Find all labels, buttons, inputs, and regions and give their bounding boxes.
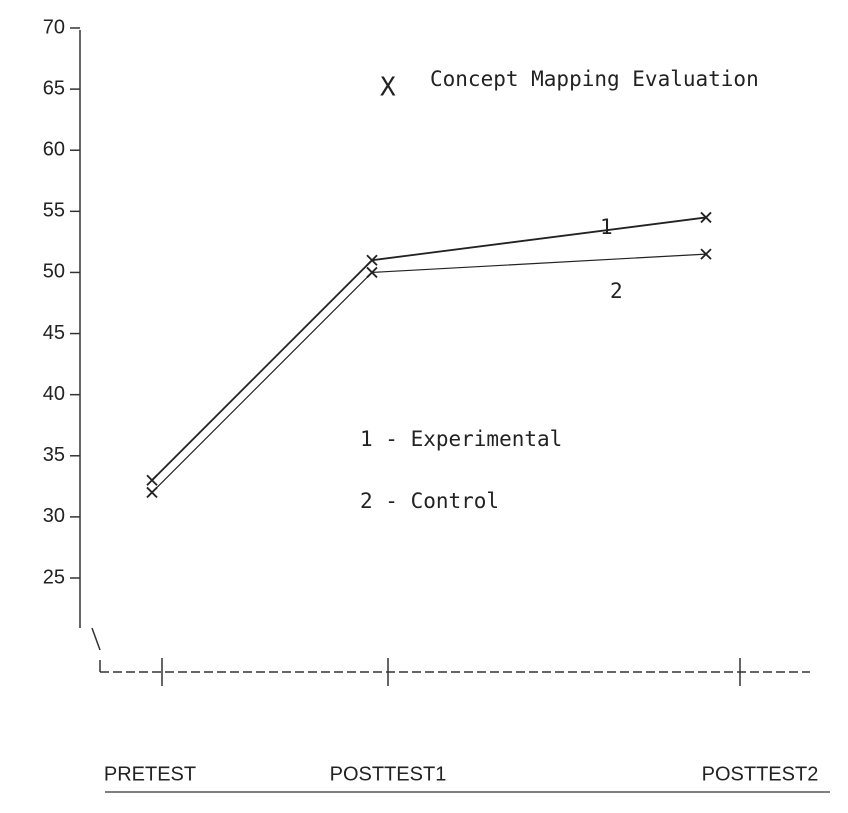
x-tick-label: POSTTEST1 [330, 763, 447, 785]
x-tick-label: POSTTEST2 [702, 763, 819, 785]
point-marker [146, 486, 158, 499]
point-marker [366, 266, 378, 279]
line-label: 2 [610, 279, 623, 303]
y-tick-label: 60 [43, 139, 65, 161]
title-marker: X [380, 73, 396, 103]
point-marker [700, 248, 712, 260]
y-tick-label: 40 [43, 383, 65, 405]
y-tick-label: 35 [43, 444, 65, 466]
y-tick-label: 30 [43, 505, 65, 527]
legend-entry: 2 - Control [360, 489, 499, 513]
axis-break [91, 627, 101, 651]
y-tick-label: 65 [43, 77, 65, 99]
point-marker [366, 254, 378, 266]
series-line [151, 253, 707, 493]
legend-entry: 1 - Experimental [360, 427, 562, 451]
point-marker [700, 211, 712, 224]
y-tick-label: 50 [43, 261, 65, 283]
y-tick-label: 45 [43, 322, 65, 344]
point-marker [146, 474, 158, 486]
y-tick-label: 55 [43, 200, 65, 222]
x-tick-label: PRETEST [104, 763, 196, 785]
chart-title: Concept Mapping Evaluation [430, 67, 759, 91]
line-label: 1 [600, 215, 613, 239]
y-tick-label: 25 [43, 566, 65, 588]
y-tick-label: 70 [43, 16, 65, 38]
